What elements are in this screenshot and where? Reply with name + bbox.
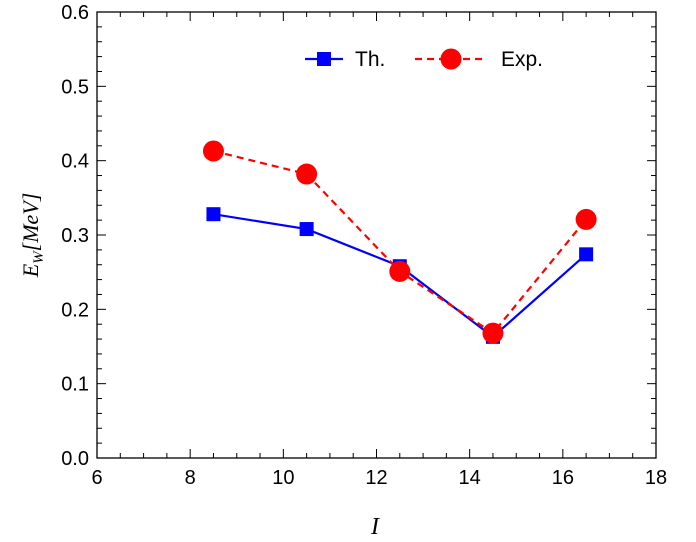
data-point (296, 163, 318, 185)
data-point (579, 247, 594, 262)
x-tick-label: 16 (552, 467, 574, 489)
x-axis-label: I (370, 514, 380, 540)
y-axis-label: EW[MeV] (18, 193, 47, 279)
legend-marker (317, 52, 331, 66)
y-axis-label-subscript: W (31, 250, 47, 264)
data-point (575, 208, 597, 230)
legend-label: Exp. (501, 48, 543, 71)
y-tick-label: 0.0 (61, 448, 89, 470)
x-tick-label: 18 (645, 467, 667, 489)
tick-labels: 6 8 10 12 14 16 18 0.0 0.1 0.2 0.3 0.4 0.5 0.6 (61, 2, 667, 489)
y-tick-label: 0.6 (61, 2, 89, 24)
legend: Th. Exp. (305, 48, 543, 71)
y-axis-label-unit: [MeV] (18, 193, 43, 252)
y-tick-label: 0.1 (61, 374, 89, 396)
legend-marker (440, 48, 462, 70)
data-point (299, 222, 314, 237)
data-point (202, 140, 224, 162)
x-tick-label: 10 (272, 467, 294, 489)
y-tick-label: 0.4 (61, 151, 89, 173)
series-layer (202, 140, 597, 344)
y-tick-label: 0.5 (61, 76, 89, 98)
y-axis-label-main: E (18, 263, 43, 278)
legend-label: Th. (355, 48, 385, 71)
x-tick-label: 12 (365, 467, 387, 489)
legend-entry: Th. (305, 48, 385, 71)
series-line (213, 149, 587, 335)
x-tick-label: 14 (459, 467, 481, 489)
y-tick-label: 0.2 (61, 299, 89, 321)
data-point (389, 260, 411, 282)
data-point (482, 322, 504, 344)
legend-entry: Exp. (415, 48, 543, 71)
axis-ticks (96, 11, 657, 459)
x-tick-label: 6 (91, 467, 102, 489)
y-tick-label: 0.3 (61, 225, 89, 247)
data-point (206, 207, 221, 222)
series-circle (202, 140, 597, 344)
x-tick-label: 8 (185, 467, 196, 489)
